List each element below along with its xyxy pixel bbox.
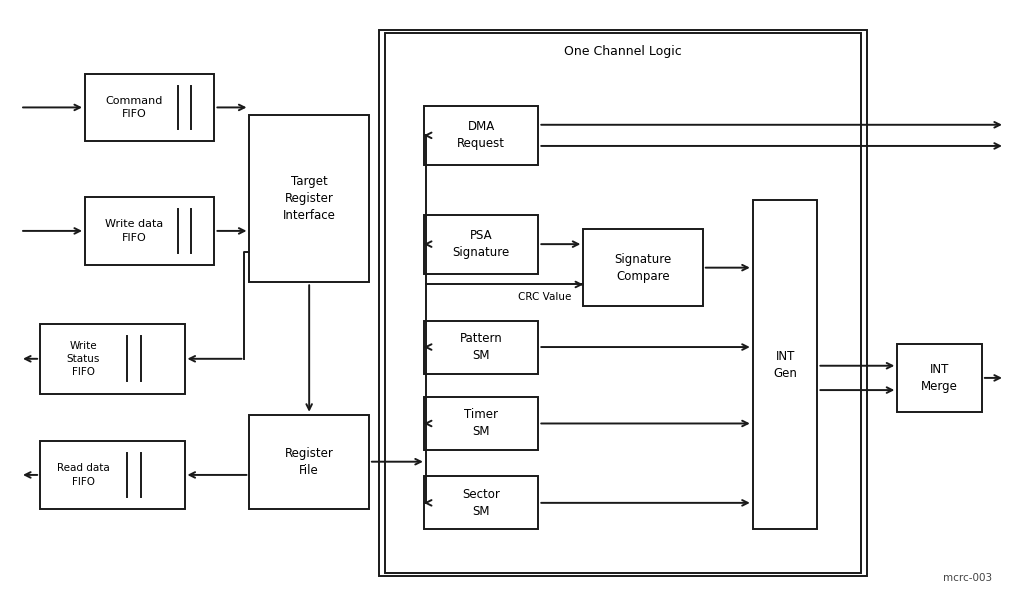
Bar xyxy=(753,200,818,529)
Bar xyxy=(424,320,538,373)
Bar xyxy=(897,344,982,412)
Text: Signature
Compare: Signature Compare xyxy=(614,253,671,283)
Text: Write data
FIFO: Write data FIFO xyxy=(105,220,164,242)
Bar xyxy=(85,74,215,141)
Text: Pattern
SM: Pattern SM xyxy=(460,332,502,362)
Text: Target
Register
Interface: Target Register Interface xyxy=(283,175,336,222)
Bar xyxy=(85,197,215,265)
Text: DMA
Request: DMA Request xyxy=(457,121,505,151)
Bar xyxy=(249,415,369,509)
Bar xyxy=(584,229,703,306)
Text: One Channel Logic: One Channel Logic xyxy=(564,46,682,58)
Text: CRC Value: CRC Value xyxy=(518,292,572,302)
Text: Write
Status
FIFO: Write Status FIFO xyxy=(67,341,100,377)
Bar xyxy=(424,215,538,274)
Bar xyxy=(379,29,868,577)
Bar xyxy=(249,115,369,283)
Text: Sector
SM: Sector SM xyxy=(462,488,500,518)
Bar xyxy=(424,476,538,529)
Text: Timer
SM: Timer SM xyxy=(464,409,498,439)
Text: Command
FIFO: Command FIFO xyxy=(106,96,163,119)
Bar xyxy=(40,441,185,509)
Text: INT
Gen: INT Gen xyxy=(773,350,797,380)
Bar xyxy=(40,323,185,394)
Text: PSA
Signature: PSA Signature xyxy=(453,229,510,259)
Text: mcrc-003: mcrc-003 xyxy=(943,574,992,583)
Bar xyxy=(424,106,538,165)
Text: Register
File: Register File xyxy=(285,446,334,476)
Bar xyxy=(384,33,861,573)
Text: INT
Merge: INT Merge xyxy=(921,363,958,393)
Bar xyxy=(424,397,538,450)
Text: Read data
FIFO: Read data FIFO xyxy=(57,463,110,487)
